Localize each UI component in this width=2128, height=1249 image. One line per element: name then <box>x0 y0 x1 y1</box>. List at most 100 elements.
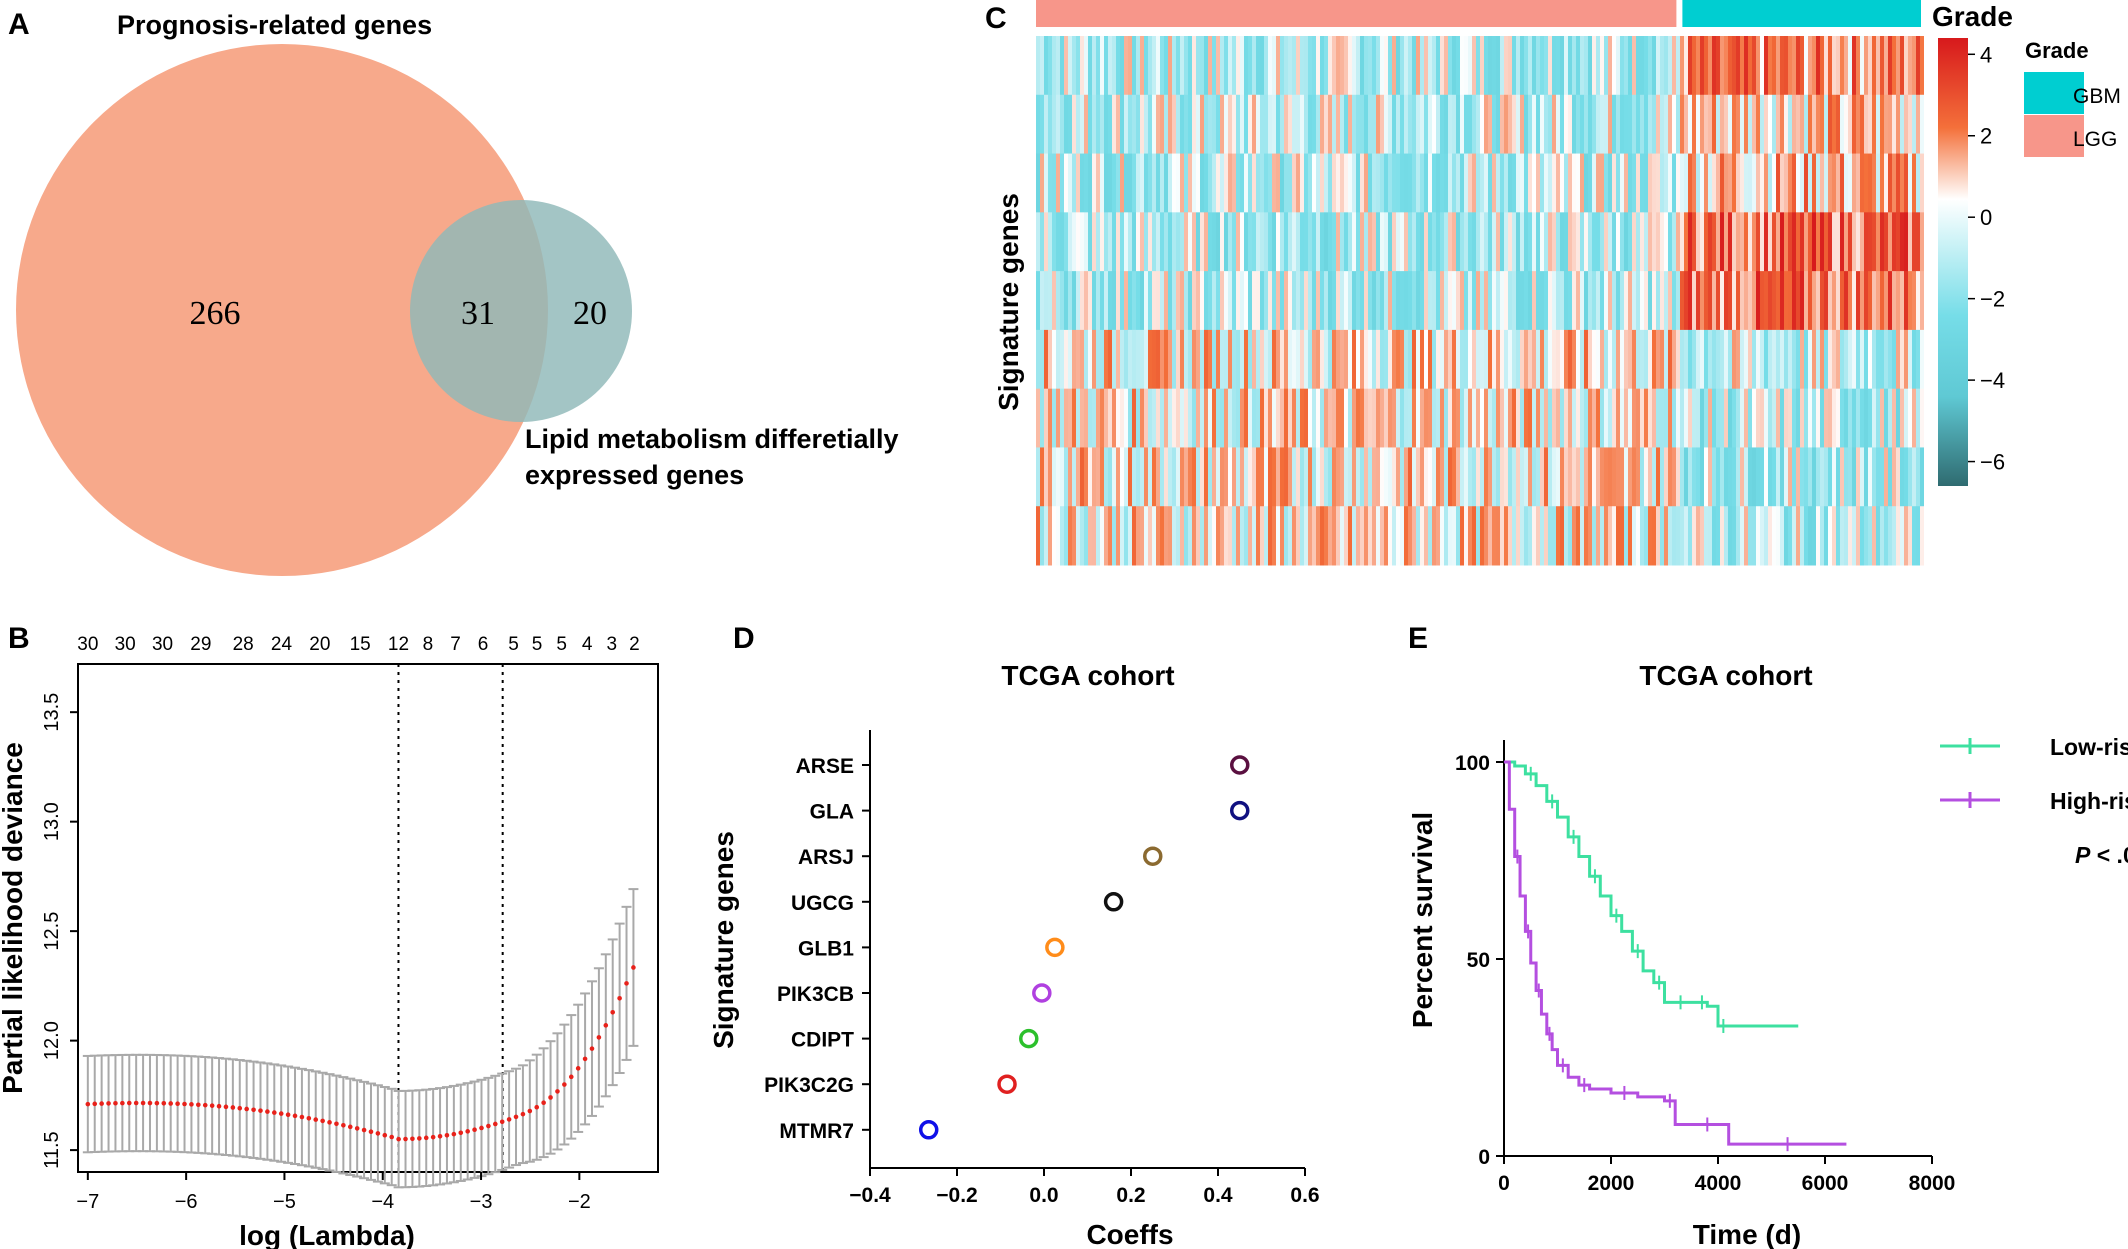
colorbar-tick-label: −6 <box>1980 450 2005 475</box>
heatmap-cell <box>1716 388 1720 448</box>
heatmap-cell <box>1144 36 1148 96</box>
cv-point <box>410 1136 415 1142</box>
cv-point <box>458 1130 464 1136</box>
heatmap-cell <box>1560 506 1564 566</box>
heatmap-cell <box>1908 506 1912 566</box>
heatmap-cell <box>1388 36 1392 96</box>
heatmap-cell <box>1440 506 1444 566</box>
heatmap-cell <box>1828 212 1832 272</box>
heatmap-cell <box>1748 388 1752 448</box>
heatmap-cell <box>1116 329 1120 390</box>
heatmap-cell <box>1380 36 1384 96</box>
heatmap-cell <box>1520 36 1524 96</box>
heatmap-cell <box>1308 271 1312 331</box>
heatmap-cell <box>1228 506 1232 566</box>
heatmap-cell <box>1480 447 1484 507</box>
heatmap-cell <box>1048 212 1052 272</box>
legend-label-gbm: GBM <box>2073 85 2121 108</box>
heatmap-cell <box>1228 388 1232 448</box>
heatmap-cell <box>1668 94 1672 155</box>
heatmap-cell <box>1212 94 1216 155</box>
heatmap-cell <box>1496 329 1500 390</box>
heatmap-cell <box>1076 271 1080 331</box>
heatmap-cell <box>1892 153 1896 213</box>
cv-point <box>347 1124 353 1130</box>
heatmap-cell <box>1656 329 1660 390</box>
heatmap-cell <box>1844 388 1848 448</box>
heatmap-cell <box>1312 329 1316 390</box>
km-curve-high-risk <box>1504 760 1847 1146</box>
heatmap-cell <box>1660 447 1664 507</box>
cv-point <box>168 1101 174 1106</box>
heatmap-cell <box>1720 329 1724 390</box>
cv-point <box>147 1100 153 1106</box>
heatmap-cell <box>1040 271 1044 331</box>
heatmap-cell <box>1432 447 1436 507</box>
heatmap-cell <box>1764 36 1768 96</box>
heatmap-cell <box>1320 153 1324 213</box>
heatmap-cell <box>1124 94 1128 155</box>
heatmap-cell <box>1068 506 1072 566</box>
heatmap-cell <box>1412 329 1416 390</box>
heatmap-cell <box>1084 36 1088 96</box>
heatmap-cell <box>1496 447 1500 507</box>
heatmap-cell <box>1372 153 1376 213</box>
heatmap-cell <box>1080 447 1084 507</box>
y-axis-label-d: Signature genes <box>708 831 739 1049</box>
heatmap-cell <box>1716 447 1720 507</box>
heatmap-cell <box>1648 506 1652 566</box>
y-axis-label-c: Signature genes <box>993 193 1024 411</box>
heatmap-cell <box>1740 447 1744 507</box>
cv-point <box>382 1132 388 1138</box>
heatmap-cell <box>1192 329 1196 390</box>
heatmap-cell <box>1648 36 1652 96</box>
heatmap-cell <box>1444 388 1448 448</box>
heatmap-cell <box>1260 388 1264 448</box>
heatmap-cell <box>1460 94 1464 155</box>
heatmap-cell <box>1460 271 1464 331</box>
heatmap-cell <box>1604 36 1608 96</box>
heatmap-cell <box>1272 329 1276 390</box>
heatmap-cell <box>1740 212 1744 272</box>
gene-label: PIK3C2G <box>764 1074 854 1097</box>
heatmap-cell <box>1288 506 1292 566</box>
heatmap-cell <box>1632 212 1636 272</box>
heatmap-cell <box>1768 447 1772 507</box>
heatmap-cell <box>1616 153 1620 213</box>
heatmap-cell <box>1148 36 1152 96</box>
heatmap-cell <box>1604 388 1608 448</box>
heatmap-cell <box>1704 388 1708 448</box>
cv-point <box>341 1122 346 1128</box>
venn-label-lipid-line1: Lipid metabolism differetially <box>525 424 899 454</box>
heatmap-cell <box>1552 388 1556 448</box>
plot-frame-b <box>77 663 659 1173</box>
coef-point <box>1019 1028 1039 1049</box>
heatmap-cell <box>1104 388 1108 448</box>
heatmap-cell <box>1916 506 1920 566</box>
heatmap-cell <box>1884 388 1888 448</box>
heatmap-cell <box>1340 271 1344 331</box>
heatmap-cell <box>1064 212 1068 272</box>
heatmap-cell <box>1884 94 1888 155</box>
x-tick-label-b: −5 <box>273 1191 296 1213</box>
heatmap-cell <box>1432 212 1436 272</box>
heatmap-cell <box>1668 329 1672 390</box>
heatmap-cell <box>1316 329 1320 390</box>
heatmap-cell <box>1308 36 1312 96</box>
heatmap-cell <box>1116 388 1120 448</box>
heatmap-cell <box>1180 271 1184 331</box>
heatmap-cell <box>1788 94 1792 155</box>
heatmap-cell <box>1420 212 1424 272</box>
heatmap-cell <box>1548 447 1552 507</box>
heatmap-cell <box>1528 94 1532 155</box>
heatmap-cell <box>1732 212 1736 272</box>
cv-point <box>631 965 636 970</box>
heatmap-cell <box>1344 212 1348 272</box>
heatmap-cell <box>1556 506 1560 566</box>
heatmap-cell <box>1172 94 1176 155</box>
heatmap-cell <box>1108 329 1112 390</box>
heatmap-cell <box>1352 506 1356 566</box>
heatmap-cell <box>1224 36 1228 96</box>
heatmap-cell <box>1860 36 1864 96</box>
heatmap-cell <box>1784 36 1788 96</box>
